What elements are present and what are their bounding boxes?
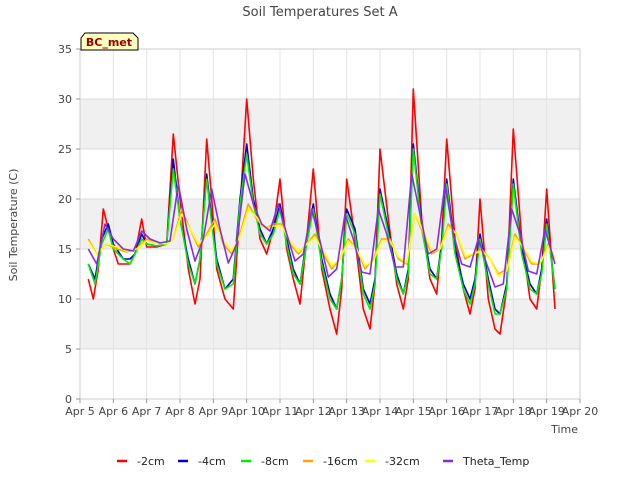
y-tick-label: 5 [65, 343, 72, 356]
x-tick-label: Apr 18 [495, 405, 532, 418]
legend-item: -32cm [365, 455, 420, 468]
plot-band [80, 349, 580, 399]
y-tick-label: 0 [65, 393, 72, 406]
y-tick-label: 30 [58, 93, 72, 106]
legend-label: -8cm [261, 455, 289, 468]
x-tick-label: Apr 19 [528, 405, 565, 418]
plot-band [80, 199, 580, 249]
plot-band [80, 149, 580, 199]
legend-label: -32cm [385, 455, 420, 468]
plot-frame [79, 48, 581, 400]
chart-title: Soil Temperatures Set A [242, 5, 397, 20]
legend-item: Theta_Temp [443, 455, 529, 468]
plot-background-bands [80, 49, 580, 399]
legend-item: -16cm [303, 455, 358, 468]
x-tick-label: Apr 8 [165, 405, 195, 418]
y-tick-label: 10 [58, 293, 72, 306]
x-tick-label: Apr 14 [362, 405, 399, 418]
legend-label: -4cm [198, 455, 226, 468]
x-axis-label: Time [550, 423, 578, 436]
x-tick-label: Apr 15 [395, 405, 432, 418]
y-tick-label: 35 [58, 43, 72, 56]
y-tick-label: 20 [58, 193, 72, 206]
plot-band [80, 99, 580, 149]
plot-band [80, 49, 580, 99]
series-line-8cm [87, 148, 556, 315]
y-tick-label: 15 [58, 243, 72, 256]
x-tick-label: Apr 5 [65, 405, 95, 418]
site-badge-label: BC_met [86, 36, 132, 49]
legend-item: -4cm [178, 455, 226, 468]
legend-label: -16cm [323, 455, 358, 468]
y-tick-label: 25 [58, 143, 72, 156]
x-tick-label: Apr 17 [462, 405, 499, 418]
series-lines [87, 88, 556, 335]
x-tick-label: Apr 11 [262, 405, 299, 418]
series-line-theta-temp [87, 173, 556, 288]
x-tick-label: Apr 16 [428, 405, 465, 418]
legend-item: -2cm [117, 455, 165, 468]
y-axis-label: Soil Temperature (C) [7, 169, 20, 282]
legend-label: Theta_Temp [462, 455, 529, 468]
site-badge: BC_met [80, 32, 139, 51]
x-tick-label: Apr 9 [199, 405, 229, 418]
legend-item: -8cm [241, 455, 289, 468]
x-tick-label: Apr 7 [132, 405, 162, 418]
legend-label: -2cm [137, 455, 165, 468]
x-tick-label: Apr 13 [328, 405, 365, 418]
x-tick-label: Apr 10 [228, 405, 265, 418]
x-tick-label: Apr 20 [562, 405, 599, 418]
legend: -2cm -4cm -8cm -16cm -32cm Theta_Temp [117, 455, 529, 468]
x-tick-label: Apr 6 [99, 405, 129, 418]
series-line-32cm [87, 208, 556, 277]
x-tick-label: Apr 12 [295, 405, 332, 418]
